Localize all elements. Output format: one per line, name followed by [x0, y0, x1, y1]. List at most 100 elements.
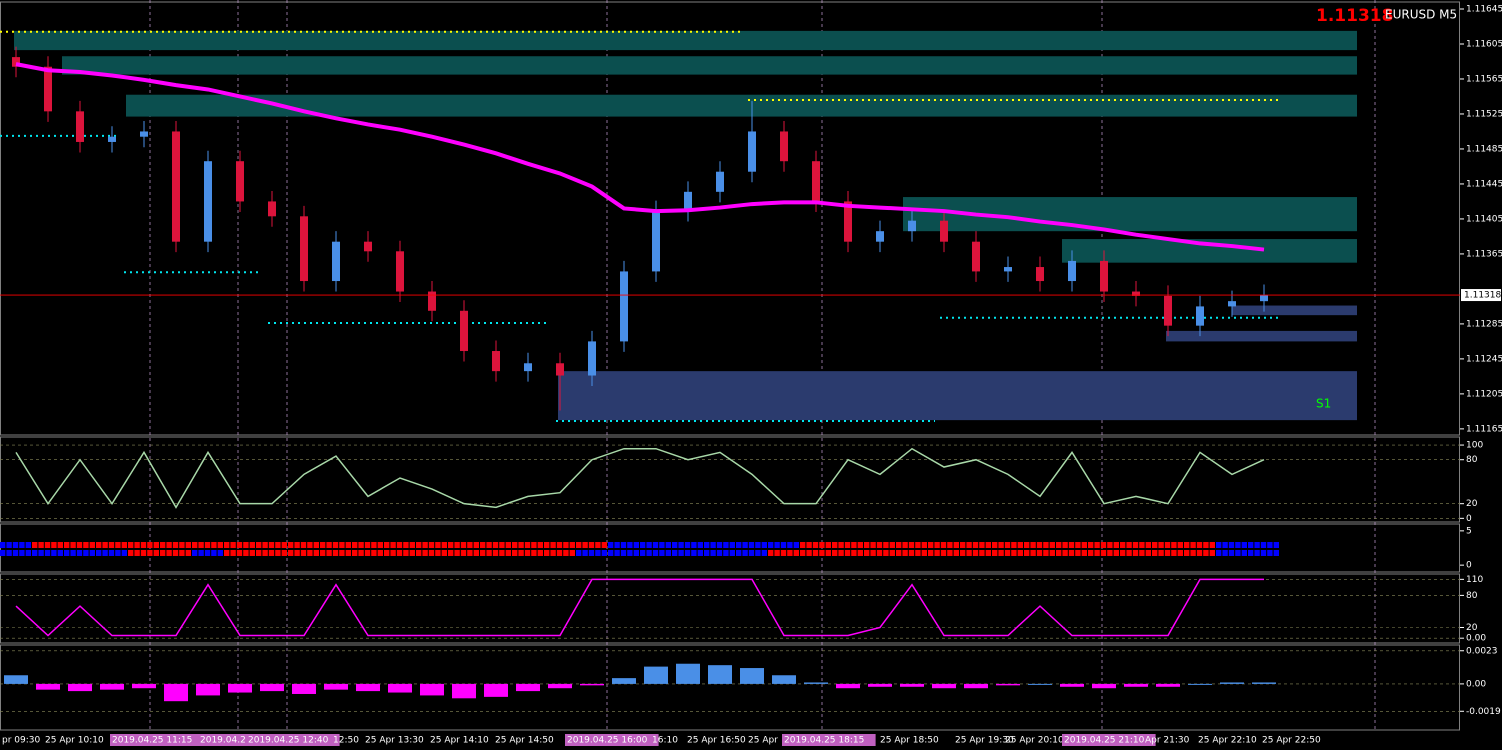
- x-tick-label: 25 Apr 19:30: [955, 736, 1014, 746]
- candle-body: [876, 231, 884, 242]
- histogram-bar: [4, 675, 28, 684]
- state-dot: [563, 550, 569, 556]
- state-dot: [115, 550, 121, 556]
- histogram-bar: [1156, 683, 1180, 687]
- state-dot: [313, 550, 319, 556]
- state-dot: [780, 542, 787, 548]
- y-tick-label: 20: [1466, 623, 1478, 633]
- state-dot: [620, 542, 627, 548]
- candle-body: [1260, 295, 1268, 302]
- state-dot: [307, 550, 313, 556]
- state-dot: [102, 550, 108, 556]
- state-dot: [300, 542, 307, 548]
- state-dot: [121, 550, 127, 556]
- candle-body: [44, 66, 52, 112]
- state-dot: [1209, 550, 1215, 556]
- state-dot: [1100, 542, 1107, 548]
- state-dot: [800, 542, 806, 548]
- current-price: 1.11318: [1316, 6, 1393, 26]
- state-dot: [793, 542, 799, 548]
- state-dot: [966, 550, 972, 556]
- state-dot: [672, 550, 678, 556]
- state-dot: [915, 542, 921, 548]
- histogram-bar: [196, 683, 220, 696]
- histogram-bar: [260, 683, 284, 692]
- zone: [1166, 330, 1357, 342]
- state-dot: [198, 550, 204, 556]
- x-tick-label: Apr 21:30: [1145, 736, 1190, 746]
- state-dot: [684, 542, 691, 548]
- x-tick-label: 12:50: [333, 736, 359, 746]
- x-tick-label: 25 Apr 13:30: [365, 736, 424, 746]
- state-dot: [1017, 542, 1023, 548]
- state-dot: [582, 550, 588, 556]
- candle-body: [460, 310, 468, 352]
- y-tick-label: 1.11165: [1466, 424, 1502, 434]
- y-tick-label: 110: [1466, 575, 1483, 585]
- histogram-bar: [900, 683, 924, 687]
- candle-body: [76, 111, 84, 142]
- y-tick-label: 100: [1466, 441, 1483, 451]
- state-dot: [358, 542, 364, 548]
- state-dot: [108, 542, 115, 548]
- state-dot: [921, 542, 927, 548]
- state-dot: [281, 550, 287, 556]
- state-dot: [243, 550, 249, 556]
- state-dot: [0, 542, 6, 548]
- time-highlight: [110, 734, 204, 746]
- candle-body: [684, 191, 692, 212]
- state-dot: [0, 550, 6, 556]
- histogram-bar: [548, 683, 572, 689]
- state-dot: [1132, 550, 1139, 556]
- state-dot: [396, 550, 403, 556]
- indicator-line: [15, 578, 1264, 637]
- state-dot: [729, 542, 735, 548]
- state-dot: [454, 542, 460, 548]
- state-dot: [614, 550, 620, 556]
- state-dot: [864, 550, 870, 556]
- x-tick-label: 25 Apr 20:10: [1005, 736, 1064, 746]
- state-dot: [102, 542, 108, 548]
- state-dot: [1126, 542, 1132, 548]
- state-dot: [288, 550, 294, 556]
- state-dot: [972, 542, 979, 548]
- state-dot: [32, 542, 38, 548]
- state-dot: [1139, 550, 1145, 556]
- state-dot: [915, 550, 921, 556]
- state-dot: [819, 542, 825, 548]
- histogram-bar: [100, 683, 124, 690]
- state-dot: [844, 550, 851, 556]
- histogram-bar: [516, 683, 540, 692]
- state-dot: [1190, 542, 1196, 548]
- x-tick-label: 25 Apr 22:10: [1198, 736, 1257, 746]
- histogram-bar: [452, 683, 476, 699]
- state-dot: [1049, 542, 1055, 548]
- state-dot: [371, 550, 377, 556]
- state-dot: [1267, 542, 1273, 548]
- state-dot: [793, 550, 799, 556]
- symbol: EURUSD M5: [1385, 8, 1457, 22]
- x-tick-label: 2019.04.25 11:15: [112, 736, 192, 746]
- state-dot: [294, 550, 300, 556]
- state-dot: [1126, 550, 1132, 556]
- state-dot: [1139, 542, 1145, 548]
- state-dot: [448, 542, 454, 548]
- state-dot: [1024, 550, 1030, 556]
- state-dot: [396, 542, 403, 548]
- state-dot: [697, 550, 703, 556]
- state-dot: [89, 550, 95, 556]
- state-dot: [1203, 550, 1209, 556]
- candle-body: [268, 201, 276, 217]
- state-dot: [1267, 550, 1273, 556]
- state-dot: [601, 550, 607, 556]
- x-tick-label: 16:10: [652, 736, 678, 746]
- state-dot: [889, 542, 895, 548]
- panel-frame: [0, 1, 1460, 436]
- state-dot: [595, 542, 601, 548]
- state-dot: [761, 550, 767, 556]
- state-dot: [179, 550, 185, 556]
- state-dot: [608, 550, 614, 556]
- histogram-bar: [868, 683, 892, 687]
- state-dot: [851, 542, 857, 548]
- state-dot: [224, 550, 230, 556]
